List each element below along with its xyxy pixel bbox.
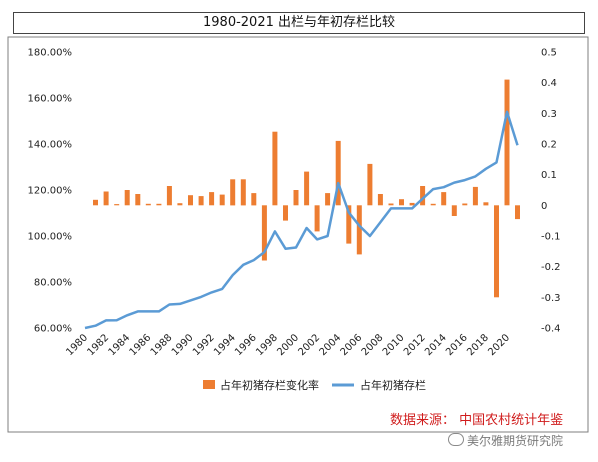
right-tick-label: 0 [541,201,547,212]
x-tick-label: 2014 [423,332,449,358]
watermark: 美尔雅期货研究院 [448,432,563,449]
bar-1992 [209,192,215,206]
x-tick-label: 2016 [444,332,470,358]
legend: 占年初猪存栏变化率 占年初猪存栏 [203,378,426,392]
x-tick-label: 2002 [296,332,322,358]
right-axis: -0.4 -0.3 -0.2 -0.1 0 0.1 0.2 0.3 0.4 0.5 [541,48,561,335]
bar-2000 [293,190,299,206]
bar-2012 [420,186,426,206]
bar-1984 [124,190,130,206]
bar-2005 [346,205,352,244]
right-tick-label: -0.1 [541,232,561,243]
line-series [84,110,519,330]
right-tick-label: -0.4 [541,324,561,335]
bar-1989 [177,203,183,206]
wechat-icon [448,433,464,446]
bar-1991 [198,196,204,206]
x-tick-label: 1994 [212,332,238,358]
x-tick-label: 1982 [85,332,111,358]
x-tick-label: 1984 [107,332,133,358]
bar-2007 [367,163,373,206]
x-tick-label: 2006 [339,332,365,358]
right-tick-label: -0.3 [541,293,561,304]
bar-2020 [504,79,510,206]
x-tick-label: 2000 [275,332,301,358]
x-axis: 1980198219841986198819901992199419961998… [64,332,512,358]
x-tick-label: 1998 [254,332,280,358]
bar-2009 [388,203,394,206]
bar-2011 [409,202,415,206]
bar-1982 [103,191,109,206]
line-layer [84,110,519,330]
chart-title: 1980-2021 出栏与年初存栏比较 [13,12,585,34]
right-tick-label: 0.3 [541,109,557,120]
right-tick-label: -0.2 [541,262,561,273]
right-tick-label: 0.4 [541,78,557,89]
left-tick-label: 100.00% [28,232,73,243]
source-note: 数据来源： 中国农村统计年鉴 [390,413,564,428]
bar-1986 [145,203,151,206]
bar-2013 [430,203,436,206]
left-tick-label: 120.00% [28,186,73,197]
x-tick-label: 1980 [64,332,90,358]
bar-1995 [240,179,246,206]
bar-2021 [515,205,520,220]
bar-1996 [251,193,257,206]
bar-1987 [156,203,162,206]
left-tick-label: 140.00% [28,140,73,151]
bar-2001 [304,171,310,206]
bar-2010 [399,199,404,206]
left-tick-label: 180.00% [28,48,73,59]
bar-2004 [335,140,341,206]
bar-1997 [261,205,267,261]
bar-1990 [188,195,193,206]
bar-1985 [135,194,141,206]
bar-1994 [230,179,236,206]
bar-2015 [451,205,457,216]
legend-line-label: 占年初猪存栏 [360,378,426,392]
bar-2014 [441,192,447,206]
bar-2016 [462,203,468,206]
left-tick-label: 60.00% [34,324,72,335]
x-tick-label: 2008 [360,332,386,358]
bar-2019 [494,205,499,298]
x-tick-label: 1992 [191,332,217,358]
watermark-text: 美尔雅期货研究院 [467,434,564,448]
left-axis: 60.00% 80.00% 100.00% 120.00% 140.00% 160.00%… [28,48,73,335]
x-tick-label: 1996 [233,332,259,358]
legend-bar-swatch [203,380,215,389]
right-tick-label: 0.5 [541,48,557,59]
x-tick-label: 2018 [465,332,491,358]
bars-layer [93,79,520,298]
bar-1988 [166,186,172,206]
plot-border [7,36,589,433]
x-tick-label: 2012 [402,332,428,358]
left-tick-label: 160.00% [28,94,73,105]
bar-1993 [219,194,225,206]
x-tick-label: 1990 [170,332,196,358]
bar-1981 [93,199,98,206]
bar-1998 [272,131,278,206]
legend-bar-label: 占年初猪存栏变化率 [220,378,319,392]
bar-1983 [114,204,120,206]
bar-2008 [377,194,383,206]
left-tick-label: 80.00% [34,278,72,289]
bar-2006 [356,205,362,255]
x-tick-label: 2020 [486,332,512,358]
bar-2002 [314,205,320,232]
x-tick-label: 1988 [149,332,175,358]
bar-2018 [483,202,489,206]
x-tick-label: 2010 [381,332,407,358]
bar-2003 [325,193,331,206]
x-tick-label: 2004 [318,332,344,358]
bar-1999 [283,205,288,221]
right-tick-label: 0.1 [541,170,557,181]
bar-2017 [472,186,478,206]
right-tick-label: 0.2 [541,140,557,151]
x-tick-label: 1986 [128,332,154,358]
